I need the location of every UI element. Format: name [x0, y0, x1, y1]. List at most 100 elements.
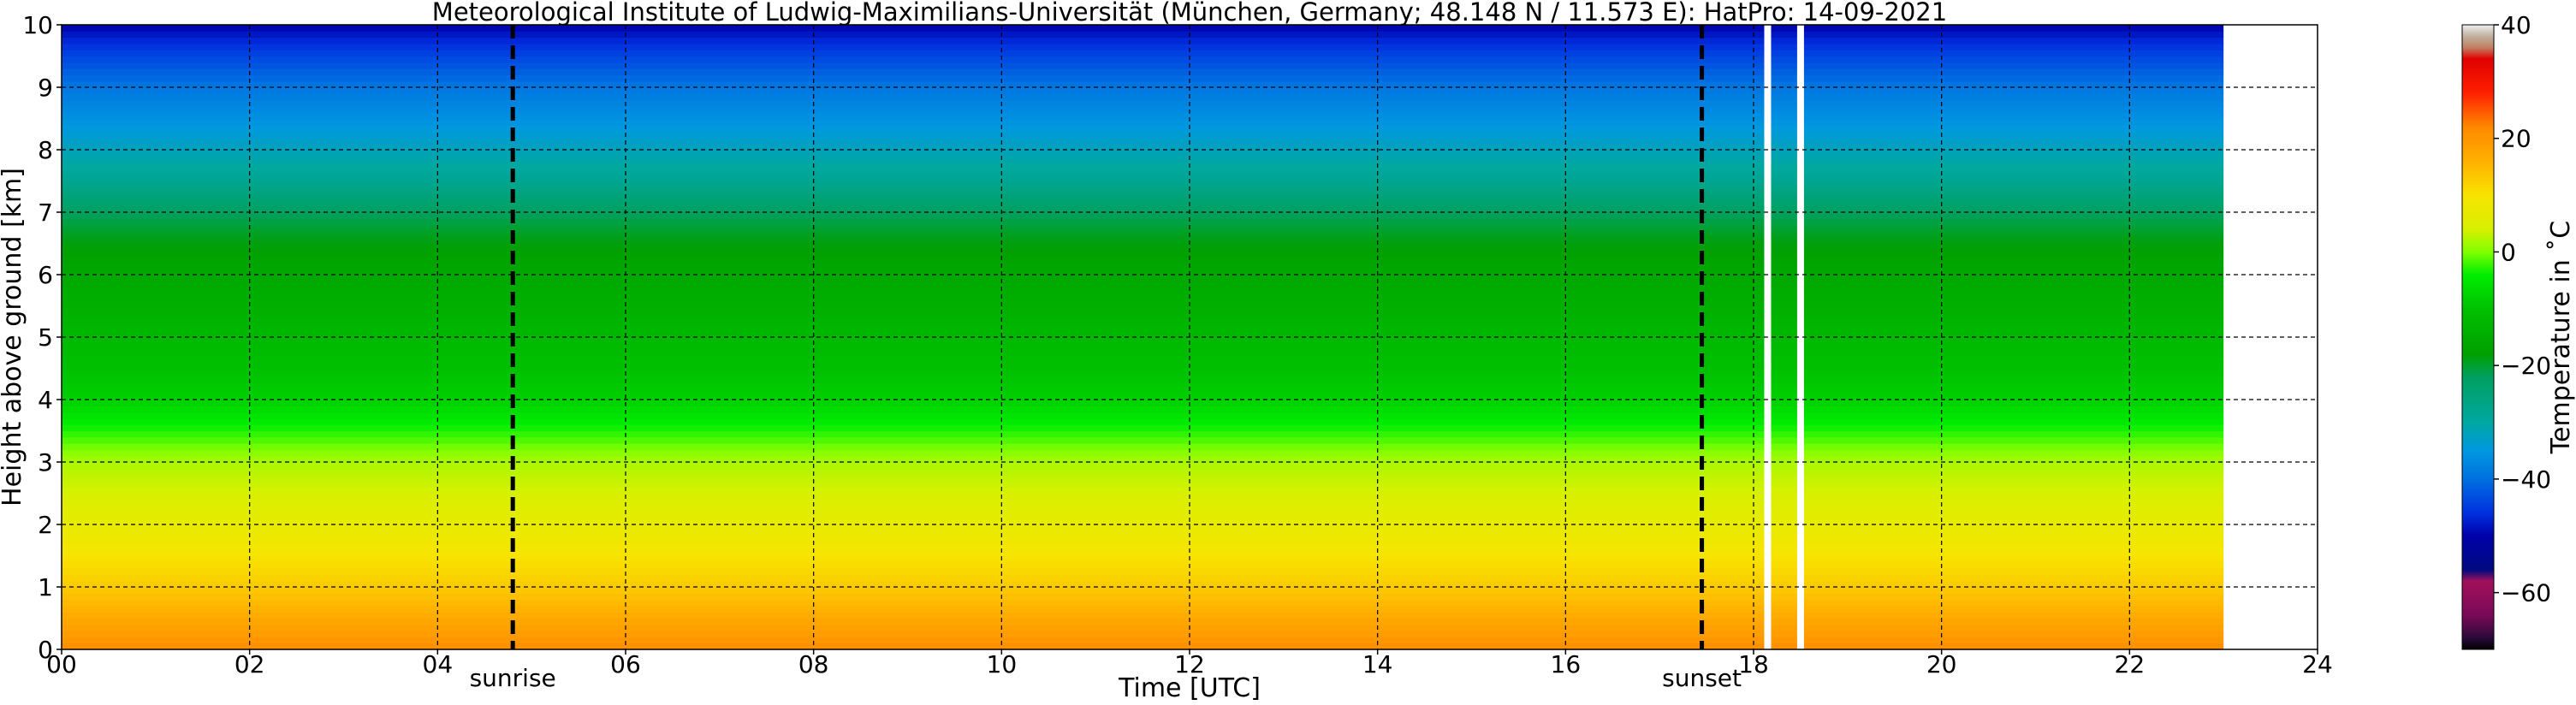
- y-axis-ticks: 0 1 2 3 4 5 6 7 8 9 10: [22, 11, 62, 664]
- heatmap-band: [62, 387, 2224, 394]
- colorbar-gradient: [2461, 24, 2495, 650]
- heatmap-band: [62, 168, 2224, 175]
- heatmap-band: [62, 574, 2224, 582]
- heatmap-band: [62, 512, 2224, 519]
- heatmap-band: [62, 237, 2224, 245]
- colorbar-tick-label: 20: [2501, 125, 2531, 153]
- heatmap-band: [62, 593, 2224, 601]
- heatmap-band: [62, 518, 2224, 525]
- y-tick-label: 10: [22, 11, 53, 39]
- heatmap-band: [62, 230, 2224, 238]
- colorbar-tick-label: 40: [2501, 11, 2531, 39]
- heatmap-band: [62, 624, 2224, 631]
- heatmap-band: [62, 281, 2224, 288]
- heatmap-band: [62, 224, 2224, 232]
- heatmap-band: [62, 462, 2224, 469]
- heatmap-band: [62, 487, 2224, 495]
- heatmap-band: [62, 493, 2224, 501]
- heatmap-band: [62, 80, 2224, 88]
- heatmap-band: [62, 293, 2224, 300]
- heatmap-band: [62, 212, 2224, 219]
- heatmap-band: [62, 68, 2224, 75]
- heatmap-band: [62, 455, 2224, 463]
- heatmap-band: [62, 131, 2224, 138]
- heatmap-band: [62, 374, 2224, 382]
- heatmap-band: [62, 193, 2224, 200]
- event-label-sunrise: sunrise: [470, 664, 556, 692]
- heatmap-band: [62, 311, 2224, 319]
- x-tick-label: 20: [1926, 650, 1957, 678]
- heatmap-band: [62, 299, 2224, 307]
- heatmap-band: [62, 56, 2224, 63]
- heatmap-band: [62, 449, 2224, 457]
- heatmap-band: [62, 436, 2224, 444]
- heatmap-band: [62, 162, 2224, 169]
- x-axis-ticks: 00 02 04 06 08 10 12 14 16 18 20 22 24: [46, 649, 2333, 678]
- heatmap-band: [62, 506, 2224, 512]
- heatmap-band: [62, 249, 2224, 257]
- heatmap-band: [62, 612, 2224, 619]
- heatmap-band: [62, 524, 2224, 531]
- heatmap-band: [62, 318, 2224, 325]
- heatmap-band: [62, 406, 2224, 413]
- x-tick-label: 22: [2115, 650, 2146, 678]
- x-tick-label: 18: [1738, 650, 1769, 678]
- heatmap-band: [62, 555, 2224, 563]
- x-tick-label: 06: [610, 650, 641, 678]
- heatmap-band: [62, 424, 2224, 432]
- x-tick-label: 16: [1551, 650, 1582, 678]
- x-tick-label: 12: [1174, 650, 1205, 678]
- y-tick-label: 6: [38, 261, 53, 289]
- heatmap-band: [62, 337, 2224, 344]
- y-tick-label: 9: [38, 74, 53, 102]
- y-axis-label: Height above ground [km]: [0, 168, 27, 507]
- y-tick-label: 2: [38, 511, 53, 539]
- heatmap-band: [62, 643, 2224, 650]
- heatmap-band: [62, 181, 2224, 188]
- heatmap-band: [62, 199, 2224, 207]
- heatmap-band: [62, 218, 2224, 226]
- heatmap-band: [62, 268, 2224, 275]
- heatmap-band: [62, 480, 2224, 488]
- heatmap-band: [62, 430, 2224, 438]
- colorbar-tick-label: −40: [2501, 465, 2551, 494]
- x-tick-label: 04: [423, 650, 454, 678]
- x-tick-label: 14: [1362, 650, 1393, 678]
- heatmap-band: [62, 536, 2224, 544]
- heatmap-band: [62, 418, 2224, 425]
- colorbar-tick-label: −20: [2501, 352, 2551, 380]
- heatmap-band: [62, 324, 2224, 332]
- heatmap-band: [62, 330, 2224, 338]
- heatmap-band: [62, 93, 2224, 101]
- temperature-heatmap: [62, 25, 2224, 650]
- heatmap-band: [62, 355, 2224, 363]
- heatmap-band: [62, 112, 2224, 120]
- heatmap-band: [62, 393, 2224, 400]
- sun-event-labels: sunrise sunset: [470, 664, 1742, 692]
- heatmap-band: [62, 87, 2224, 94]
- heatmap-band: [62, 443, 2224, 450]
- y-tick-label: 5: [38, 323, 53, 352]
- heatmap-band: [62, 368, 2224, 376]
- heatmap-band: [62, 587, 2224, 594]
- heatmap-band: [62, 618, 2224, 625]
- heatmap-band: [62, 568, 2224, 575]
- heatmap-band: [62, 74, 2224, 82]
- heatmap-band: [62, 637, 2224, 644]
- heatmap-band: [62, 362, 2224, 370]
- heatmap-band: [62, 256, 2224, 263]
- heatmap-band: [62, 542, 2224, 550]
- heatmap-band: [62, 175, 2224, 182]
- heatmap-band: [62, 400, 2224, 406]
- x-tick-label: 02: [234, 650, 265, 678]
- missing-data-gap: [1796, 25, 1804, 649]
- heatmap-band: [62, 412, 2224, 419]
- heatmap-band: [62, 243, 2224, 251]
- heatmap-band: [62, 468, 2224, 476]
- heatmap-band: [62, 343, 2224, 351]
- heatmap-band: [62, 262, 2224, 270]
- x-tick-label: 10: [987, 650, 1018, 678]
- heatmap-band: [62, 605, 2224, 613]
- heatmap-band: [62, 156, 2224, 163]
